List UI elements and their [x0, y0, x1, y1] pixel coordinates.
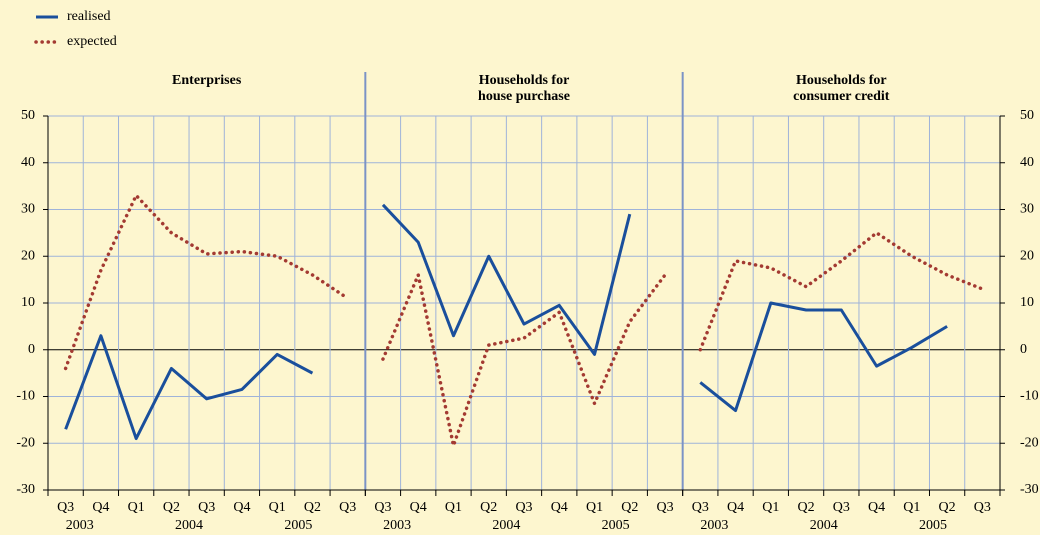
x-tick-label: Q3 [656, 500, 673, 515]
series-line [381, 203, 632, 356]
x-tick-label: Q2 [621, 500, 638, 515]
y-tick-label: -10 [16, 389, 35, 404]
x-tick-label: Q2 [304, 500, 321, 515]
x-tick-label: Q2 [798, 500, 815, 515]
y2-tick-label: 0 [1020, 342, 1027, 357]
y-tick-label: -30 [16, 482, 35, 497]
year-label: 2004 [810, 518, 838, 533]
series-line [64, 334, 314, 441]
x-tick-label: Q2 [480, 500, 497, 515]
y-tick-label: 0 [28, 342, 35, 357]
x-tick-label: Q1 [445, 500, 462, 515]
x-tick-label: Q2 [939, 500, 956, 515]
legend-label: expected [67, 34, 117, 49]
x-tick-label: Q3 [515, 500, 532, 515]
x-tick-label: Q4 [551, 500, 568, 515]
x-tick-label: Q4 [233, 500, 250, 515]
year-label: 2003 [383, 518, 411, 533]
year-label: 2005 [284, 518, 312, 533]
x-tick-label: Q1 [586, 500, 603, 515]
year-label: 2004 [175, 518, 203, 533]
y2-tick-label: 50 [1020, 108, 1034, 123]
x-tick-label: Q2 [163, 500, 180, 515]
series-line [699, 301, 948, 413]
y-tick-label: -20 [16, 435, 35, 450]
panel-title: Enterprises [172, 73, 242, 88]
x-tick-label: Q3 [374, 500, 391, 515]
y2-tick-label: -20 [1020, 435, 1039, 450]
legend-label: realised [67, 9, 111, 24]
x-tick-label: Q1 [903, 500, 920, 515]
y2-tick-label: 30 [1020, 202, 1034, 217]
x-tick-label: Q3 [974, 500, 991, 515]
y2-tick-label: -30 [1020, 482, 1039, 497]
series-line [63, 193, 350, 371]
x-tick-label: Q4 [727, 500, 744, 515]
y2-tick-label: 40 [1020, 155, 1034, 170]
year-label: 2005 [919, 518, 947, 533]
year-label: 2003 [66, 518, 94, 533]
series-line [698, 231, 985, 352]
panel-title: Households for [479, 73, 570, 88]
year-label: 2005 [602, 518, 630, 533]
y-tick-label: 30 [21, 202, 35, 217]
y2-tick-label: 10 [1020, 295, 1034, 310]
year-label: 2004 [492, 518, 520, 533]
x-tick-label: Q3 [833, 500, 850, 515]
panel-title: consumer credit [793, 89, 890, 104]
x-tick-label: Q1 [269, 500, 286, 515]
x-tick-label: Q4 [92, 500, 109, 515]
panel-title: house purchase [478, 89, 570, 104]
y-tick-label: 40 [21, 155, 35, 170]
x-tick-label: Q3 [692, 500, 709, 515]
year-label: 2003 [700, 518, 728, 533]
series-line [381, 273, 667, 448]
y2-tick-label: 20 [1020, 248, 1034, 263]
y-tick-label: 50 [21, 108, 35, 123]
y-tick-label: 10 [21, 295, 35, 310]
x-tick-label: Q3 [57, 500, 74, 515]
x-tick-label: Q1 [128, 500, 145, 515]
y2-tick-label: -10 [1020, 389, 1039, 404]
x-tick-label: Q4 [410, 500, 427, 515]
x-tick-label: Q4 [868, 500, 885, 515]
y-tick-label: 20 [21, 248, 35, 263]
panel-title: Households for [796, 73, 887, 88]
x-tick-label: Q1 [762, 500, 779, 515]
x-tick-label: Q3 [339, 500, 356, 515]
x-tick-label: Q3 [198, 500, 215, 515]
